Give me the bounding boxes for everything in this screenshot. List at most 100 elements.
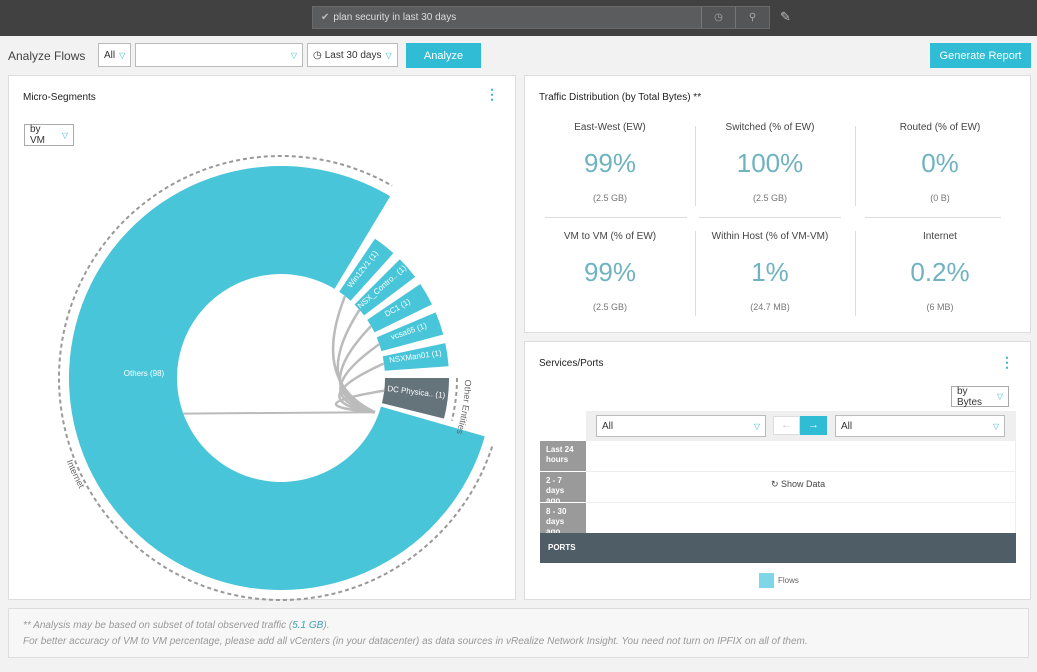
divider <box>855 126 856 206</box>
segment-6[interactable] <box>381 378 449 419</box>
stat-card: VM to VM (% of EW) 99% (2.5 GB) <box>530 231 690 312</box>
refresh-icon: ↻ <box>771 479 782 489</box>
row-header-last-24h: Last 24 hours <box>540 441 586 471</box>
scope-select[interactable]: All ▽ <box>98 43 131 67</box>
stat-card: East-West (EW) 99% (2.5 GB) <box>530 122 690 203</box>
top-bar: ✔ plan security in last 30 days ◷ ⚲ ✎ <box>0 0 1037 36</box>
group-by-value: by VM <box>30 124 45 146</box>
stat-sub: (2.5 GB) <box>752 193 787 203</box>
toolbar: Analyze Flows All ▽ ▽ ◷ Last 30 days ▽ Anal… <box>8 43 1031 69</box>
divider <box>545 217 687 218</box>
legend-swatch-flows <box>759 573 774 588</box>
traffic-distribution-panel: Traffic Distribution (by Total Bytes) **… <box>524 75 1031 333</box>
stat-sub: (6 MB) <box>926 302 954 312</box>
stat-value: 1% <box>751 257 789 287</box>
more-options-icon[interactable]: ⋮ <box>485 86 499 102</box>
metric-select[interactable]: by Bytes ▽ <box>951 385 1009 408</box>
segment-label: Others (98) <box>124 369 165 378</box>
flow-link[interactable] <box>334 389 385 414</box>
stat-card: Within Host (% of VM-VM) 1% (24.7 MB) <box>690 231 850 312</box>
source-filter-value: All <box>602 420 614 432</box>
ring-internet[interactable] <box>58 155 494 601</box>
chevron-down-icon: ▽ <box>61 130 68 140</box>
row-header-2-7-days: 2 - 7 days ago <box>540 472 586 505</box>
entity-select[interactable]: ▽ <box>135 43 303 67</box>
segment-5[interactable] <box>382 343 449 371</box>
stat-value: 0% <box>921 148 959 178</box>
divider <box>695 231 696 316</box>
show-data-button[interactable]: ↻ Show Data <box>771 479 825 490</box>
micro-segments-panel: Micro-Segments ⋮ by VM ▽ DC Physica.. (1)… <box>8 75 517 601</box>
flow-link[interactable] <box>331 295 376 414</box>
time-value: Last 30 days <box>324 49 382 61</box>
ring-other-entities[interactable] <box>450 377 458 421</box>
scope-value: All <box>104 49 116 61</box>
panel-title: Micro-Segments <box>23 92 96 103</box>
divider <box>586 502 1016 503</box>
stat-title: Switched (% of EW) <box>725 122 815 133</box>
time-range-select[interactable]: ◷ Last 30 days ▽ <box>307 43 398 67</box>
search-value: plan security in last 30 days <box>333 12 457 23</box>
divider <box>855 231 856 316</box>
pin-icon[interactable]: ✎ <box>780 9 791 24</box>
micro-segments-chart[interactable]: DC Physica.. (1)NSXMan01 (1)vcsa65 (1)DC… <box>9 76 517 601</box>
footer-text: ). <box>323 620 330 631</box>
clock-icon: ◷ <box>313 49 322 61</box>
stat-title: East-West (EW) <box>574 122 646 133</box>
stat-card: Routed (% of EW) 0% (0 B) <box>860 122 1020 203</box>
heatmap-area <box>586 441 1016 533</box>
stat-value: 99% <box>583 257 637 287</box>
footer-text-2: For better accuracy of VM to VM percenta… <box>23 636 808 647</box>
total-traffic-link[interactable]: 5.1 GB <box>292 620 324 631</box>
chevron-down-icon: ▽ <box>119 50 126 60</box>
row-header-8-30-days: 8 - 30 days ago <box>540 503 586 536</box>
chevron-down-icon: ▽ <box>385 50 392 60</box>
search-icon[interactable]: ⚲ <box>735 7 769 28</box>
more-options-icon[interactable]: ⋮ <box>1000 354 1014 370</box>
metric-value: by Bytes <box>957 385 983 408</box>
divider <box>586 471 1016 472</box>
divider <box>865 217 1001 218</box>
flow-link[interactable] <box>183 411 375 415</box>
footer-note: ** Analysis may be based on subset of to… <box>8 608 1029 658</box>
footer-text: ** Analysis may be based on subset of to… <box>23 620 293 631</box>
stat-value: 0.2% <box>910 257 970 287</box>
stat-title: Routed (% of EW) <box>899 122 981 133</box>
segment-0[interactable] <box>68 165 485 591</box>
history-icon[interactable]: ◷ <box>701 7 735 28</box>
stat-title: Internet <box>923 231 957 242</box>
check-icon: ✔ <box>321 12 330 23</box>
destination-filter-select[interactable]: All ▽ <box>835 415 1005 437</box>
arrow-left-button[interactable]: ← <box>773 416 800 435</box>
flow-link[interactable] <box>338 362 385 414</box>
stat-card: Internet 0.2% (6 MB) <box>860 231 1020 312</box>
flow-link[interactable] <box>338 325 376 414</box>
chevron-down-icon: ▽ <box>992 421 999 431</box>
ports-bar: PORTS <box>540 533 1016 563</box>
source-filter-select[interactable]: All ▽ <box>596 415 766 437</box>
ring-label-internet: Internet <box>65 458 87 490</box>
stat-card: Switched (% of EW) 100% (2.5 GB) <box>690 122 850 203</box>
search-input[interactable]: ✔ plan security in last 30 days ◷ ⚲ <box>312 6 770 29</box>
panel-title: Services/Ports <box>539 358 604 369</box>
analyze-button[interactable]: Analyze <box>406 43 481 68</box>
stat-sub: (0 B) <box>930 193 950 203</box>
generate-report-button[interactable]: Generate Report <box>930 43 1031 68</box>
chevron-down-icon: ▽ <box>996 392 1003 401</box>
segment-4[interactable] <box>376 312 444 352</box>
chevron-down-icon: ▽ <box>290 50 297 60</box>
chevron-down-icon: ▽ <box>753 421 760 431</box>
segment-1[interactable] <box>339 238 394 301</box>
panel-title: Traffic Distribution (by Total Bytes) ** <box>539 92 702 103</box>
flow-link[interactable] <box>336 309 376 414</box>
stat-value: 99% <box>583 148 637 178</box>
segment-2[interactable] <box>354 259 416 316</box>
legend-label-flows: Flows <box>778 576 799 585</box>
flow-link[interactable] <box>339 343 381 414</box>
arrow-right-button[interactable]: → <box>800 416 827 435</box>
show-data-label: Show Data <box>781 479 826 489</box>
stat-sub: (2.5 GB) <box>592 302 627 312</box>
segment-3[interactable] <box>367 284 432 333</box>
group-by-select[interactable]: by VM ▽ <box>24 124 74 146</box>
services-ports-panel: Services/Ports ⋮ by Bytes ▽ All ▽ ← → All ▽… <box>524 341 1031 600</box>
